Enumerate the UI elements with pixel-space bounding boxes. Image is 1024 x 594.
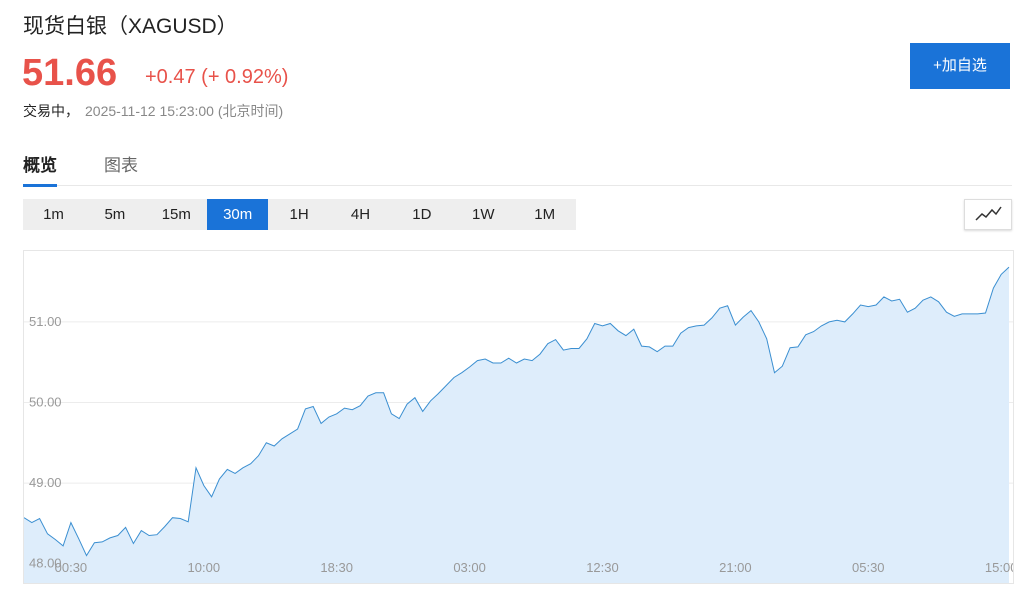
status: 交易中， [23, 103, 79, 119]
x-tick-label: 18:30 [320, 560, 353, 575]
tab[interactable]: 概览 [23, 151, 57, 187]
x-tick-label: 21:00 [719, 560, 752, 575]
period-button[interactable]: 1m [43, 206, 64, 223]
divider [23, 185, 1012, 186]
x-tick-label: 03:00 [453, 560, 486, 575]
y-tick-label: 51.00 [29, 314, 62, 329]
tab[interactable]: 图表 [104, 156, 138, 175]
period-button[interactable]: 1D [412, 206, 432, 223]
x-tick-label: 10:00 [188, 560, 221, 575]
period-button[interactable]: 1M [534, 206, 556, 223]
period-button[interactable]: 5m [104, 206, 126, 223]
period-bar [23, 199, 576, 230]
x-tick-label: 00:30 [55, 560, 88, 575]
x-tick-label: 12:30 [586, 560, 619, 575]
x-tick-label: 05:30 [852, 560, 885, 575]
timestamp: 2025-11-12 15:23:00 (北京时间) [85, 103, 284, 119]
add-watchlist-button[interactable]: +加自选 [910, 43, 1010, 89]
title: 现货白银（XAGUSD） [23, 15, 238, 38]
period-button[interactable]: 30m [207, 199, 269, 230]
chart-style-button[interactable] [964, 199, 1012, 230]
period-button[interactable]: 1H [289, 206, 309, 223]
y-tick-label: 49.00 [29, 475, 62, 490]
change: +0.47 (+ 0.92%) [145, 66, 289, 88]
y-tick-label: 50.00 [29, 394, 62, 409]
price: 51.66 [22, 52, 118, 94]
chart: 48.00 49.00 50.00 51.00 00:30 10:00 18:30 03:00… [23, 250, 1014, 584]
period-button[interactable]: 1W [472, 206, 495, 223]
x-tick-label: 15:00 [985, 560, 1014, 575]
period-button[interactable]: 15m [161, 206, 191, 223]
y-tick-label: 48.00 [29, 556, 62, 571]
line [24, 266, 1010, 557]
area [24, 267, 1009, 583]
line-icon [975, 206, 1002, 221]
period-button[interactable]: 4H [350, 206, 371, 223]
